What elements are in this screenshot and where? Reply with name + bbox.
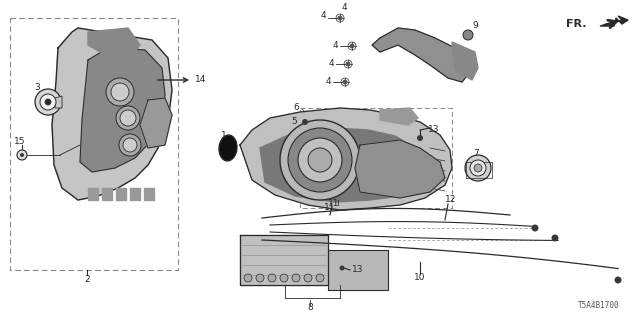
Circle shape — [308, 148, 332, 172]
Circle shape — [292, 274, 300, 282]
Bar — [10, 18, 178, 270]
Circle shape — [35, 89, 61, 115]
Text: 4: 4 — [321, 12, 326, 20]
Circle shape — [417, 135, 423, 141]
Polygon shape — [452, 42, 478, 80]
Polygon shape — [130, 188, 140, 200]
Text: 14: 14 — [195, 75, 206, 84]
Text: 12: 12 — [445, 196, 456, 204]
Text: 11: 11 — [324, 204, 336, 212]
Text: 4: 4 — [328, 60, 334, 68]
Text: 4: 4 — [325, 77, 331, 86]
Text: 5: 5 — [291, 117, 297, 126]
Text: FR.: FR. — [566, 19, 586, 29]
Circle shape — [111, 83, 129, 101]
Circle shape — [463, 30, 473, 40]
Text: 13: 13 — [352, 266, 364, 275]
Circle shape — [349, 44, 355, 49]
Polygon shape — [240, 235, 328, 285]
Circle shape — [288, 128, 352, 192]
Text: 11: 11 — [328, 199, 339, 209]
Circle shape — [256, 274, 264, 282]
Circle shape — [298, 138, 342, 182]
Circle shape — [316, 274, 324, 282]
Circle shape — [280, 120, 360, 200]
Circle shape — [106, 78, 134, 106]
Circle shape — [337, 15, 342, 20]
Text: 1: 1 — [221, 131, 227, 140]
Ellipse shape — [219, 135, 237, 161]
Circle shape — [470, 160, 486, 176]
Bar — [328, 250, 388, 290]
Circle shape — [120, 110, 136, 126]
Circle shape — [268, 274, 276, 282]
Polygon shape — [80, 48, 165, 172]
Circle shape — [614, 276, 621, 284]
Circle shape — [116, 106, 140, 130]
Circle shape — [45, 99, 51, 105]
Polygon shape — [355, 140, 445, 198]
Circle shape — [280, 274, 288, 282]
Polygon shape — [102, 188, 112, 200]
Polygon shape — [52, 28, 172, 200]
Polygon shape — [88, 188, 98, 200]
Circle shape — [40, 94, 56, 110]
Text: 2: 2 — [84, 276, 90, 284]
Polygon shape — [88, 28, 140, 58]
Polygon shape — [380, 108, 418, 125]
Polygon shape — [240, 108, 452, 210]
Circle shape — [302, 119, 308, 125]
Circle shape — [123, 138, 137, 152]
Circle shape — [339, 266, 344, 270]
Polygon shape — [372, 28, 470, 82]
Text: 7: 7 — [473, 149, 479, 158]
Text: 4: 4 — [332, 42, 338, 51]
Circle shape — [552, 235, 559, 242]
Circle shape — [465, 155, 491, 181]
Circle shape — [304, 274, 312, 282]
Circle shape — [119, 134, 141, 156]
Polygon shape — [144, 188, 154, 200]
Text: 6: 6 — [293, 103, 299, 113]
Circle shape — [244, 274, 252, 282]
Text: 4: 4 — [342, 4, 348, 12]
Text: 13: 13 — [428, 125, 440, 134]
Bar — [300, 108, 452, 208]
Text: 15: 15 — [14, 138, 26, 147]
Text: 8: 8 — [307, 303, 313, 313]
Text: 10: 10 — [414, 274, 426, 283]
Circle shape — [346, 61, 351, 67]
Text: 9: 9 — [472, 21, 477, 30]
Circle shape — [474, 164, 482, 172]
Polygon shape — [140, 98, 172, 148]
Circle shape — [17, 150, 27, 160]
Text: T5A4B1700: T5A4B1700 — [579, 301, 620, 310]
Circle shape — [342, 79, 348, 84]
Polygon shape — [116, 188, 126, 200]
Polygon shape — [260, 128, 430, 202]
Polygon shape — [55, 96, 62, 108]
Circle shape — [20, 153, 24, 157]
Polygon shape — [600, 16, 628, 26]
Text: 3: 3 — [34, 84, 40, 92]
Circle shape — [531, 225, 538, 231]
